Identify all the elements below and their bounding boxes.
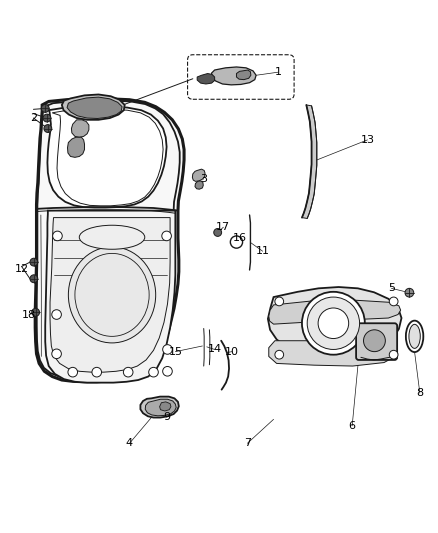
Text: 12: 12 [14, 264, 29, 273]
Text: 1: 1 [275, 67, 282, 77]
FancyBboxPatch shape [356, 323, 397, 360]
Circle shape [43, 114, 51, 122]
Circle shape [389, 297, 398, 306]
Circle shape [44, 125, 52, 133]
Polygon shape [192, 169, 205, 181]
Polygon shape [197, 74, 215, 84]
Circle shape [302, 292, 365, 354]
Circle shape [162, 345, 172, 354]
Circle shape [405, 288, 414, 297]
Text: 14: 14 [208, 344, 222, 354]
Polygon shape [159, 402, 171, 411]
Polygon shape [62, 94, 125, 120]
Text: 4: 4 [126, 438, 133, 448]
Polygon shape [302, 105, 317, 219]
Text: 5: 5 [388, 284, 395, 293]
Text: 10: 10 [225, 346, 239, 357]
Polygon shape [67, 97, 122, 118]
Circle shape [68, 367, 78, 377]
Circle shape [149, 367, 158, 377]
Polygon shape [195, 181, 203, 189]
Text: 18: 18 [22, 310, 36, 319]
Ellipse shape [406, 321, 424, 352]
Circle shape [92, 367, 102, 377]
Text: 15: 15 [168, 346, 182, 357]
Circle shape [162, 367, 172, 376]
Polygon shape [145, 399, 176, 416]
Circle shape [318, 308, 349, 338]
Text: 6: 6 [349, 421, 356, 431]
Text: 13: 13 [360, 135, 374, 145]
Circle shape [32, 309, 39, 316]
Text: 9: 9 [163, 412, 170, 422]
Circle shape [162, 231, 171, 241]
Circle shape [124, 367, 133, 377]
Polygon shape [268, 287, 402, 357]
Circle shape [41, 104, 49, 112]
Circle shape [214, 229, 222, 236]
Ellipse shape [79, 225, 145, 249]
Text: 3: 3 [200, 174, 207, 184]
Text: 16: 16 [233, 233, 247, 243]
Polygon shape [50, 217, 170, 372]
Polygon shape [269, 299, 401, 324]
Circle shape [30, 258, 38, 266]
Circle shape [389, 350, 398, 359]
Polygon shape [35, 99, 184, 382]
Circle shape [52, 349, 61, 359]
Ellipse shape [68, 247, 155, 343]
Polygon shape [237, 70, 251, 79]
Circle shape [230, 236, 243, 248]
Polygon shape [212, 67, 256, 85]
Circle shape [364, 330, 385, 352]
Text: 7: 7 [244, 438, 251, 448]
Text: 11: 11 [256, 246, 270, 256]
Circle shape [53, 231, 62, 241]
Circle shape [307, 297, 360, 350]
Polygon shape [45, 211, 175, 383]
Ellipse shape [409, 325, 420, 349]
Polygon shape [71, 120, 89, 138]
Circle shape [275, 297, 284, 306]
Circle shape [275, 350, 284, 359]
Circle shape [52, 310, 61, 319]
Text: 8: 8 [416, 388, 424, 398]
Polygon shape [47, 107, 166, 207]
Text: 17: 17 [216, 222, 230, 232]
Polygon shape [67, 138, 85, 157]
Text: 2: 2 [30, 113, 37, 123]
Circle shape [30, 275, 38, 282]
Polygon shape [141, 397, 179, 417]
Polygon shape [269, 341, 397, 366]
